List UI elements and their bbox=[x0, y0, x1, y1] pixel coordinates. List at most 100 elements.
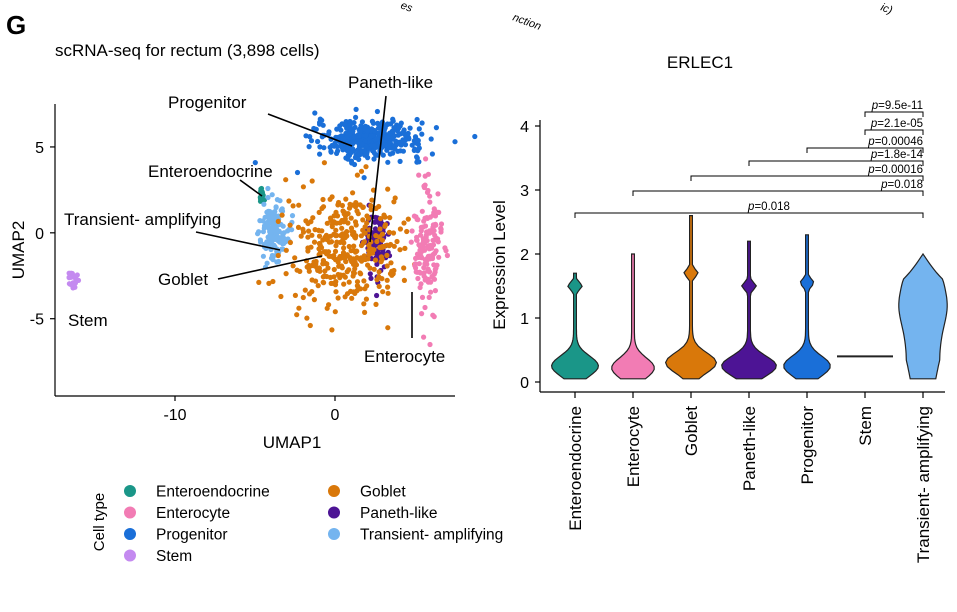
umap-point bbox=[335, 259, 341, 265]
umap-point bbox=[397, 247, 403, 253]
cluster-goblet bbox=[256, 160, 418, 333]
umap-point bbox=[413, 265, 419, 271]
umap-point bbox=[74, 272, 80, 278]
umap-point bbox=[391, 243, 397, 249]
umap-point bbox=[319, 205, 325, 211]
umap-point bbox=[68, 270, 74, 276]
callout-line-enteroendocrine bbox=[239, 179, 263, 197]
umap-point bbox=[428, 279, 434, 285]
umap-point bbox=[287, 239, 293, 246]
umap-point bbox=[356, 133, 362, 139]
umap-point bbox=[369, 197, 375, 203]
umap-point bbox=[339, 225, 345, 231]
umap-point bbox=[328, 148, 334, 154]
violin-progenitor bbox=[783, 234, 831, 380]
umap-point bbox=[430, 312, 436, 318]
legend-swatch-paneth-like bbox=[328, 506, 340, 519]
umap-point bbox=[363, 133, 369, 139]
callout-stem: Stem bbox=[68, 311, 108, 330]
umap-point bbox=[374, 136, 380, 142]
umap-point bbox=[417, 284, 423, 291]
umap-point bbox=[413, 255, 419, 261]
umap-point bbox=[324, 220, 330, 226]
umap-point bbox=[308, 244, 314, 250]
violin-goblet bbox=[664, 215, 718, 380]
legend-label-progenitor: Progenitor bbox=[156, 527, 228, 544]
umap-title: scRNA-seq for rectum (3,898 cells) bbox=[55, 41, 320, 60]
umap-point bbox=[416, 242, 422, 248]
umap-point bbox=[385, 290, 391, 296]
umap-point bbox=[365, 128, 371, 134]
umap-point bbox=[369, 250, 376, 256]
umap-point bbox=[401, 220, 407, 226]
umap-point bbox=[422, 247, 428, 253]
violin-x-tick-label-stem: Stem bbox=[856, 406, 875, 446]
umap-point bbox=[294, 169, 301, 176]
umap-point bbox=[384, 277, 390, 283]
umap-point bbox=[294, 267, 300, 273]
umap-point bbox=[258, 185, 265, 192]
violin-x-tick-label-transient-amplifying: Transient- amplifying bbox=[914, 406, 933, 563]
cluster-stem bbox=[66, 270, 82, 291]
umap-point bbox=[380, 289, 386, 295]
umap-point bbox=[334, 126, 340, 132]
umap-point bbox=[408, 239, 414, 245]
umap-point bbox=[391, 267, 397, 274]
umap-point bbox=[345, 220, 351, 226]
umap-point bbox=[390, 230, 397, 236]
umap-point bbox=[286, 198, 292, 204]
violin-y-tick-label: 3 bbox=[520, 183, 529, 200]
umap-point bbox=[344, 233, 350, 239]
umap-point bbox=[412, 134, 419, 140]
bracket-2 bbox=[864, 129, 924, 135]
umap-point bbox=[416, 172, 422, 178]
umap-point bbox=[433, 236, 439, 242]
umap-point bbox=[309, 178, 315, 184]
umap-point bbox=[421, 334, 427, 340]
panel-letter: G bbox=[6, 10, 26, 40]
violin-title: ERLEC1 bbox=[667, 53, 733, 72]
umap-point bbox=[280, 230, 286, 237]
umap-point bbox=[332, 248, 339, 254]
umap-point bbox=[388, 121, 394, 127]
bracket-3 bbox=[806, 147, 924, 153]
umap-point bbox=[332, 282, 339, 288]
umap-point bbox=[352, 235, 358, 241]
violin-x-tick-label-progenitor: Progenitor bbox=[798, 406, 817, 485]
callout-transient-amplifying: Transient- amplifying bbox=[64, 210, 221, 229]
umap-point bbox=[414, 269, 420, 275]
umap-point bbox=[351, 289, 358, 295]
header-fragment-3: ic) bbox=[879, 2, 894, 17]
bracket-4 bbox=[748, 160, 924, 166]
umap-point bbox=[401, 277, 407, 283]
umap-point bbox=[275, 218, 281, 224]
umap-point bbox=[304, 315, 310, 321]
umap-point bbox=[444, 252, 450, 259]
umap-point bbox=[338, 232, 344, 239]
umap-y-tick-label: 0 bbox=[35, 226, 44, 243]
umap-point bbox=[390, 150, 396, 156]
umap-point bbox=[256, 229, 262, 235]
umap-point bbox=[355, 150, 361, 157]
umap-point bbox=[316, 233, 323, 239]
umap-point bbox=[376, 283, 382, 289]
umap-point bbox=[283, 247, 289, 253]
umap-point bbox=[385, 159, 391, 165]
callout-line-transient-amplifying bbox=[195, 231, 281, 251]
umap-point bbox=[287, 222, 293, 228]
umap-point bbox=[333, 227, 339, 233]
umap-point bbox=[356, 156, 362, 162]
umap-point bbox=[265, 194, 271, 201]
umap-point bbox=[357, 256, 363, 262]
umap-point bbox=[358, 233, 364, 239]
umap-point bbox=[373, 301, 379, 307]
umap-ticks: -10 0 5 0 -5 bbox=[30, 140, 340, 424]
umap-x-label: UMAP1 bbox=[263, 433, 322, 452]
umap-point bbox=[275, 238, 281, 244]
umap-point bbox=[306, 228, 312, 234]
umap-point bbox=[419, 294, 426, 300]
umap-point bbox=[416, 126, 422, 132]
umap-point bbox=[407, 125, 413, 131]
